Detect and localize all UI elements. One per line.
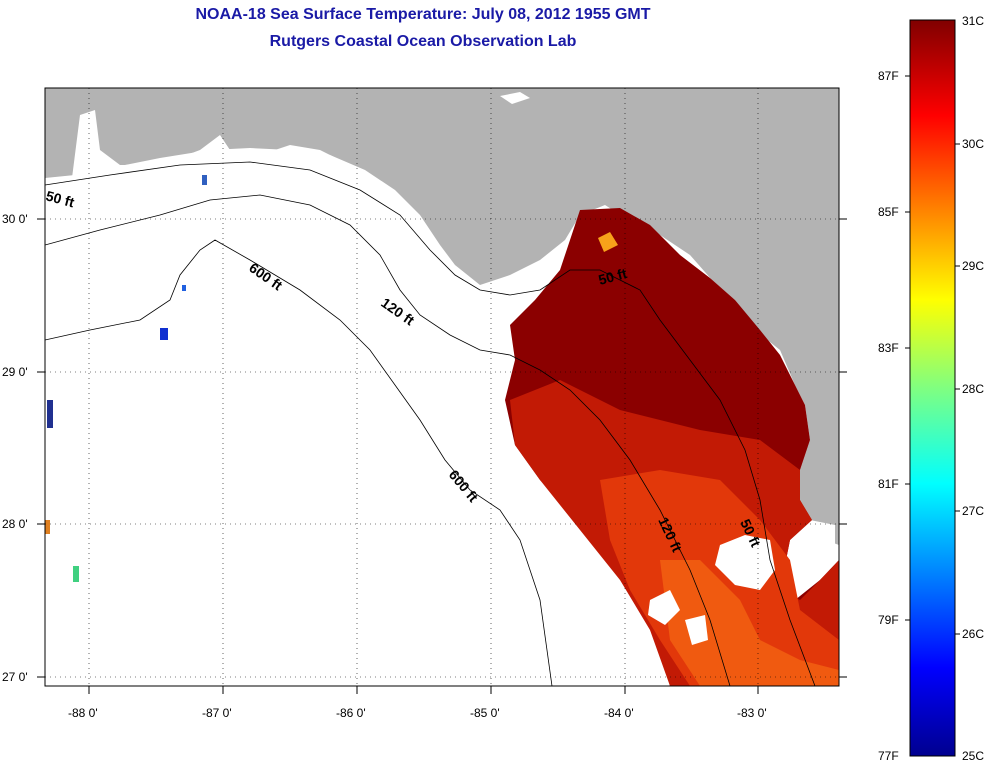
colorbar-fahrenheit-label: 77F bbox=[878, 749, 899, 763]
map-title: NOAA-18 Sea Surface Temperature: July 08… bbox=[195, 6, 651, 23]
land-mass bbox=[45, 88, 839, 545]
lon-label: -86 0' bbox=[336, 706, 366, 720]
colorbar-celsius-label: 29C bbox=[962, 259, 985, 273]
colorbar bbox=[909, 19, 956, 757]
lat-label: 30 0' bbox=[2, 212, 28, 226]
lat-label: 29 0' bbox=[2, 365, 28, 379]
colorbar-celsius-label: 27C bbox=[962, 504, 985, 518]
lat-label: 27 0' bbox=[2, 670, 28, 684]
lon-label: -88 0' bbox=[68, 706, 98, 720]
colorbar-fahrenheit-label: 81F bbox=[878, 477, 899, 491]
lon-label: -84 0' bbox=[604, 706, 634, 720]
map-subtitle: Rutgers Coastal Ocean Observation Lab bbox=[269, 33, 577, 50]
contour-label: 50 ft bbox=[44, 187, 76, 210]
colorbar-fahrenheit-label: 87F bbox=[878, 69, 899, 83]
lon-label: -83 0' bbox=[737, 706, 767, 720]
contour-120ft bbox=[45, 194, 731, 686]
lat-label: 28 0' bbox=[2, 517, 28, 531]
contour-600ft bbox=[45, 239, 553, 686]
contour-50ft bbox=[45, 161, 816, 686]
lon-label: -85 0' bbox=[470, 706, 500, 720]
contour-label: 50 ft bbox=[597, 265, 629, 288]
colorbar-celsius-label: 30C bbox=[962, 137, 985, 151]
colorbar-fahrenheit-label: 79F bbox=[878, 613, 899, 627]
colorbar-celsius-label: 28C bbox=[962, 382, 985, 396]
lon-label: -87 0' bbox=[202, 706, 232, 720]
colorbar-fahrenheit-label: 85F bbox=[878, 205, 899, 219]
colorbar-celsius-label: 25C bbox=[962, 749, 985, 763]
colorbar-celsius-label: 26C bbox=[962, 627, 985, 641]
colorbar-fahrenheit-label: 83F bbox=[878, 341, 899, 355]
colorbar-celsius-label: 31C bbox=[962, 14, 985, 28]
